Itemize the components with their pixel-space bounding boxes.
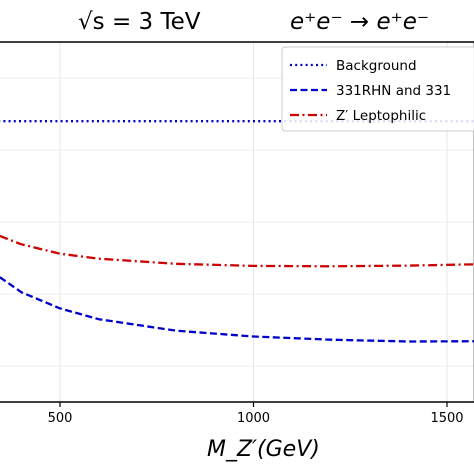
legend-label-3: Z′ Leptophilic	[336, 108, 426, 124]
legend-label-1: Background	[336, 58, 417, 74]
title-right: e⁺e⁻ → e⁺e⁻	[290, 9, 429, 35]
series-layer	[0, 120, 474, 343]
x-tick-label: 1500	[430, 411, 463, 426]
x-tick-label: 500	[48, 411, 73, 426]
legend-box	[281, 46, 474, 132]
title-left: √s = 3 TeV	[78, 9, 201, 35]
legend-label-2: 331RHN and 331	[336, 83, 451, 99]
plot-frame	[0, 41, 474, 403]
x-axis-ticks: 5001000150020002500	[48, 402, 464, 426]
x-axis-label: M_Z′(GeV)	[207, 437, 320, 462]
x-tick-label: 1000	[237, 411, 270, 426]
legend: Background 331RHN and 331 Z′ Leptophilic	[281, 46, 474, 132]
series-line-3	[0, 234, 474, 268]
legend-entries: Background 331RHN and 331 Z′ Leptophilic	[290, 58, 451, 124]
